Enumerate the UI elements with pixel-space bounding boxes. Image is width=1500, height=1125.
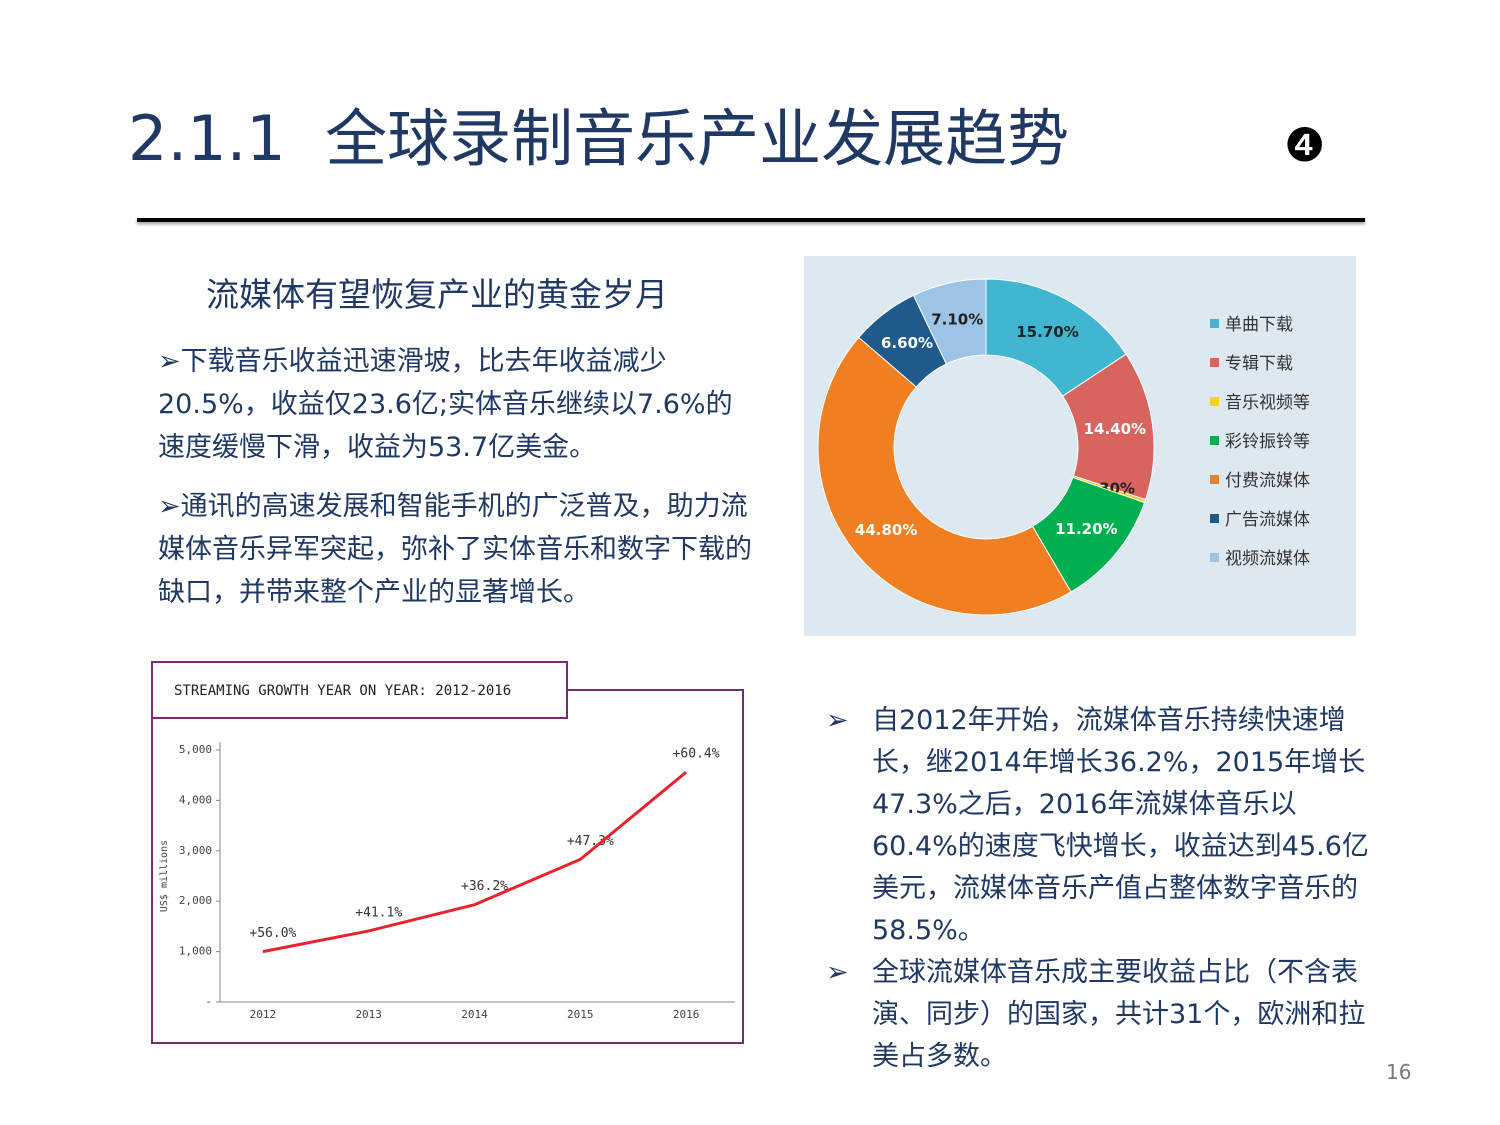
y-tick-label: 3,000 xyxy=(179,844,212,857)
line-title-box xyxy=(151,661,568,719)
line-series xyxy=(262,771,688,954)
legend-swatch xyxy=(1210,553,1219,562)
legend-label: 广告流媒体 xyxy=(1225,510,1310,530)
section-heading: 流媒体有望恢复产业的黄金岁月 xyxy=(206,275,668,314)
page-number: 16 xyxy=(1386,1060,1412,1084)
x-tick-label: 2016 xyxy=(673,1008,700,1021)
y-tick-label: 5,000 xyxy=(179,743,212,756)
left-bullets: ➢下载音乐收益迅速滑坡，比去年收益减少20.5%，收益仅23.6亿;实体音乐继续… xyxy=(158,340,758,630)
bullet-marker: ➢ xyxy=(826,957,849,988)
point-annotation: +60.4% xyxy=(673,747,720,762)
x-tick-label: 2014 xyxy=(461,1008,488,1021)
bullet-row: ➢ 全球流媒体音乐成主要收益占比（不含表演、同步）的国家，共计31个，欧洲和拉美占… xyxy=(826,952,1374,1078)
divider xyxy=(137,218,1365,222)
y-tick-label: 2,000 xyxy=(179,894,212,907)
bullet: ➢下载音乐收益迅速滑坡，比去年收益减少20.5%，收益仅23.6亿;实体音乐继续… xyxy=(158,346,733,463)
legend-swatch xyxy=(1210,319,1219,328)
y-axis-label: US$ millions xyxy=(159,840,170,912)
x-tick-label: 2013 xyxy=(355,1008,382,1021)
badge: ❹ xyxy=(1284,118,1326,172)
x-tick-label: 2012 xyxy=(250,1008,277,1021)
x-tick-label: 2015 xyxy=(567,1008,594,1021)
point-annotation: +41.1% xyxy=(355,905,402,920)
right-bullets: ➢ 自2012年开始，流媒体音乐持续快速增长，继2014年增长36.2%，2015… xyxy=(826,700,1374,1078)
legend-swatch xyxy=(1210,475,1219,484)
legend-label: 音乐视频等 xyxy=(1225,393,1310,413)
pie-slice xyxy=(912,278,987,365)
bullet-marker: ➢ xyxy=(826,705,849,736)
slice-label: 7.10% xyxy=(931,311,983,329)
slice-label: 6.60% xyxy=(881,334,933,352)
bullet-row: ➢ 自2012年开始，流媒体音乐持续快速增长，继2014年增长36.2%，2015… xyxy=(826,700,1374,952)
point-annotation: +56.0% xyxy=(249,926,296,941)
legend-swatch xyxy=(1210,397,1219,406)
pie-slice xyxy=(817,336,1072,616)
chart-title: STREAMING GROWTH YEAR ON YEAR: 2012-2016 xyxy=(174,683,511,699)
legend-swatch xyxy=(1210,358,1219,367)
slice-label: 15.70% xyxy=(1016,323,1078,341)
bullet: ➢通讯的高速发展和智能手机的广泛普及，助力流媒体音乐异军突起，弥补了实体音乐和数… xyxy=(158,491,752,608)
legend-label: 付费流媒体 xyxy=(1225,471,1310,491)
legend-label: 彩铃振铃等 xyxy=(1225,432,1310,452)
line-frame xyxy=(151,689,744,1044)
y-tick-label: 1,000 xyxy=(179,945,212,958)
slice-label: 11.20% xyxy=(1055,520,1117,538)
slice-label: 44.80% xyxy=(855,521,917,539)
legend-label: 视频流媒体 xyxy=(1225,549,1310,569)
y-tick-label: 4,000 xyxy=(179,793,212,806)
y-tick-label: - xyxy=(205,995,212,1008)
point-annotation: +36.2% xyxy=(461,879,508,894)
bullet: 自2012年开始，流媒体音乐持续快速增长，继2014年增长36.2%，2015年… xyxy=(872,705,1369,946)
bullet: 全球流媒体音乐成主要收益占比（不含表演、同步）的国家，共计31个，欧洲和拉美占多… xyxy=(872,957,1366,1072)
legend-label: 单曲下载 xyxy=(1225,315,1293,335)
legend-swatch xyxy=(1210,514,1219,523)
legend-swatch xyxy=(1210,436,1219,445)
slide-title: 2.1.1 全球录制音乐产业发展趋势 xyxy=(128,102,1070,175)
legend-label: 专辑下载 xyxy=(1225,354,1293,374)
point-annotation: +47.3% xyxy=(567,834,614,849)
slice-label: 14.40% xyxy=(1084,420,1146,438)
